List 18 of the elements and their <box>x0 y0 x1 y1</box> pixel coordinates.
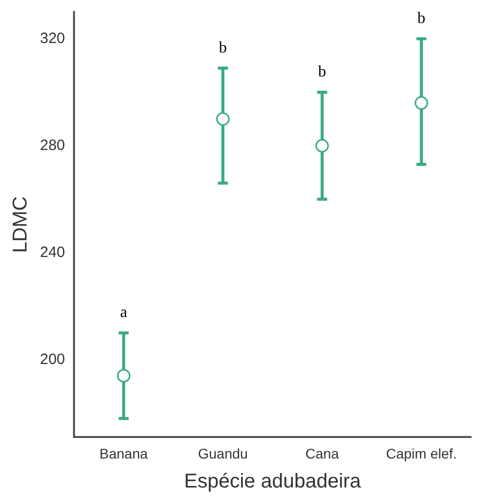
point <box>414 96 428 110</box>
x-axis-title: Espécie adubadeira <box>184 470 362 493</box>
point <box>315 138 329 152</box>
annotation: a <box>120 304 128 322</box>
point <box>216 112 230 126</box>
point <box>116 368 130 382</box>
annotation: b <box>318 63 326 80</box>
x-tick-label: Guandu <box>198 445 248 462</box>
x-tick-label: Banana <box>100 445 148 462</box>
annotation: b <box>218 39 227 56</box>
annotation: b <box>417 10 426 27</box>
y-tick-label: 280 <box>40 136 66 154</box>
y-tick-label: 200 <box>40 350 66 368</box>
y-axis-title: LDMC <box>10 196 32 253</box>
y-tick-label: 240 <box>40 244 66 261</box>
x-tick-label: Capim elef. <box>386 445 457 462</box>
x-tick-label: Cana <box>305 445 340 462</box>
y-tick-label: 320 <box>40 30 66 47</box>
